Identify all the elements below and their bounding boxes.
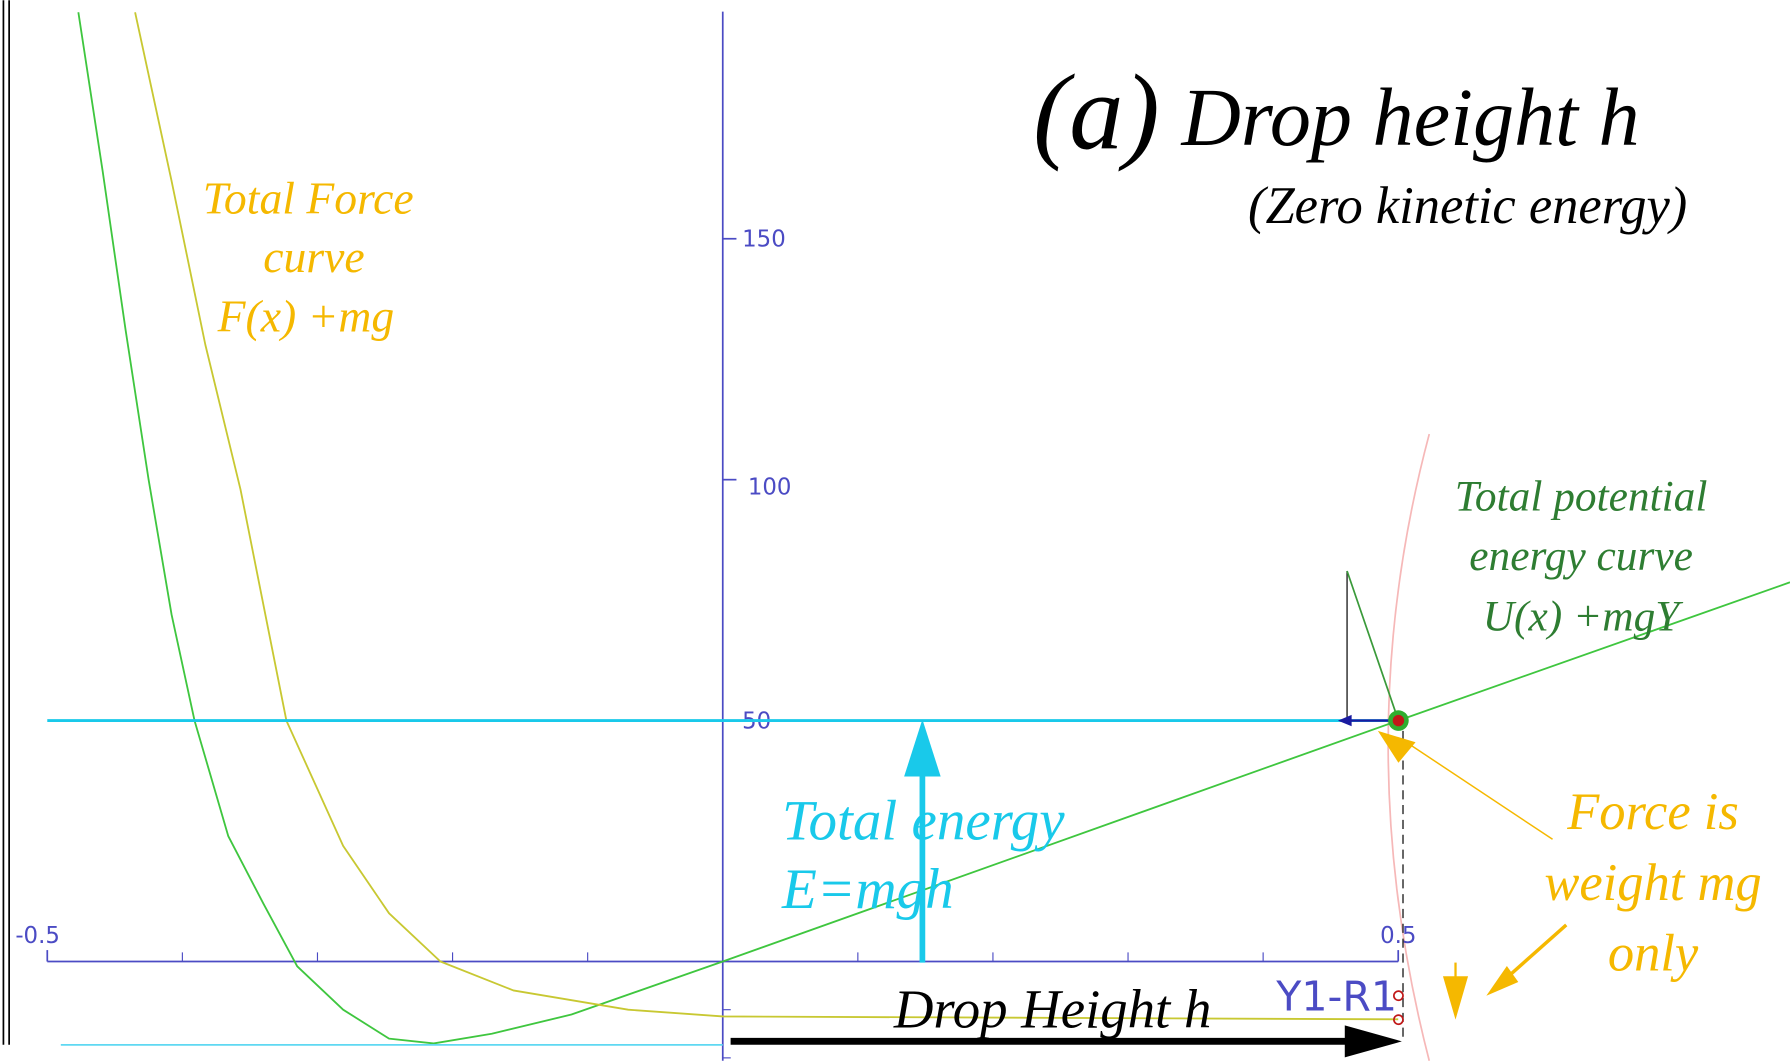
x-tick-label: -0.5	[15, 923, 60, 949]
chart-title: Drop height h	[1181, 72, 1640, 163]
annotation: F(x) +mg	[217, 290, 395, 341]
decorations	[730, 570, 1568, 1058]
annotation: E=mgh	[781, 858, 954, 921]
x-tick-label: 0.5	[1380, 923, 1416, 949]
annotation: U(x) +mgY	[1483, 592, 1684, 640]
subtitle: (Zero kinetic energy)	[1248, 177, 1687, 235]
arrow-head	[1337, 714, 1352, 727]
annotation: Total potential	[1455, 473, 1708, 521]
point-label: Y1-R1	[1275, 973, 1397, 1021]
point	[1392, 714, 1405, 727]
arrow-head	[1377, 730, 1416, 763]
line	[134, 12, 1399, 1021]
annotation: Total Force	[203, 173, 414, 224]
line	[77, 12, 1790, 1045]
annotation: only	[1608, 925, 1699, 983]
point	[1393, 990, 1404, 1002]
annotation: curve	[263, 231, 364, 282]
point	[1393, 1014, 1404, 1026]
annotation: Drop Height h	[893, 979, 1212, 1040]
arrow-head	[1486, 966, 1519, 996]
annotation: weight mg	[1544, 854, 1761, 912]
y-tick-label: 150	[742, 227, 786, 253]
arrow-head	[1442, 976, 1469, 1020]
arrow-head	[904, 719, 941, 777]
y-tick-label: 100	[748, 475, 792, 501]
title-prefix: (a)	[1033, 53, 1159, 173]
arrow-head	[1344, 1025, 1402, 1058]
pointer	[1406, 741, 1553, 840]
pointer	[1503, 923, 1568, 981]
annotation: energy curve	[1469, 532, 1693, 580]
line	[1346, 570, 1400, 721]
annotation: Force is	[1566, 783, 1739, 841]
